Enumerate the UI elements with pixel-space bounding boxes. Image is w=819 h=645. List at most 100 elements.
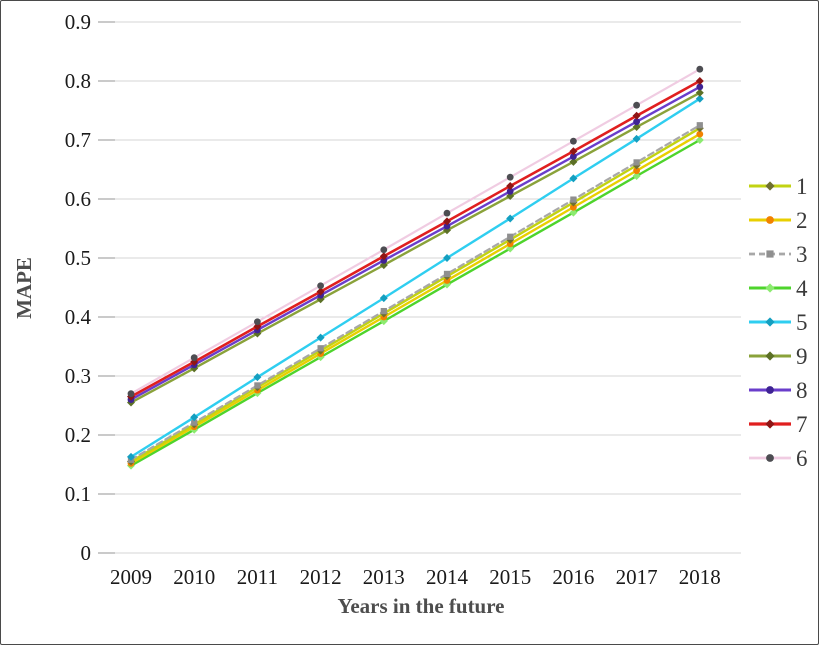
data-point-marker xyxy=(632,134,641,143)
data-point-marker xyxy=(766,386,774,394)
x-tick-label: 2018 xyxy=(679,565,721,589)
data-point-marker xyxy=(632,123,641,132)
series-layer xyxy=(127,65,704,470)
data-point-marker xyxy=(506,214,515,223)
series-line-3 xyxy=(129,124,701,461)
x-tick-label: 2010 xyxy=(173,565,215,589)
series-line-4 xyxy=(129,138,701,467)
legend-item-3[interactable]: 3 xyxy=(749,242,808,267)
legend-item-2[interactable]: 2 xyxy=(749,208,808,233)
series-line-2 xyxy=(129,132,701,465)
legend-label: 2 xyxy=(796,208,808,233)
data-point-marker xyxy=(507,233,514,240)
legend-item-4[interactable]: 4 xyxy=(749,276,808,301)
data-point-marker xyxy=(633,101,640,109)
x-tick-label: 2017 xyxy=(616,565,658,589)
data-point-marker xyxy=(254,382,261,389)
data-point-marker xyxy=(633,118,640,126)
legend-item-8[interactable]: 8 xyxy=(749,378,808,403)
data-point-marker xyxy=(570,196,577,203)
series-6 xyxy=(127,65,704,398)
data-point-marker xyxy=(765,419,775,429)
y-tick-label: 0.5 xyxy=(65,246,91,270)
series-line-5 xyxy=(129,97,701,459)
data-point-marker xyxy=(506,182,515,191)
data-point-marker xyxy=(254,318,261,326)
legend: 1 2 3 4 5 9 8 7 6 xyxy=(749,174,808,471)
data-point-marker xyxy=(569,157,578,166)
data-point-marker xyxy=(316,333,325,342)
data-point-marker xyxy=(570,203,577,211)
data-point-marker xyxy=(380,307,387,315)
y-tick-label: 0.6 xyxy=(65,187,91,211)
y-tick-label: 0.9 xyxy=(65,10,91,34)
data-point-marker xyxy=(506,187,514,195)
legend-item-9[interactable]: 9 xyxy=(749,344,808,369)
data-point-marker xyxy=(632,111,641,120)
data-point-marker xyxy=(443,222,451,230)
series-4 xyxy=(127,136,704,470)
x-tick-label: 2011 xyxy=(237,565,278,589)
x-tick-label: 2015 xyxy=(489,565,531,589)
data-point-marker xyxy=(127,390,135,398)
legend-label: 1 xyxy=(796,174,808,199)
data-point-marker xyxy=(379,294,388,303)
series-line-9 xyxy=(129,91,701,404)
series-7 xyxy=(127,77,704,401)
y-axis-title: MAPE xyxy=(12,257,36,319)
data-point-marker xyxy=(766,250,774,258)
data-point-marker xyxy=(569,174,578,183)
y-tick-label: 0.2 xyxy=(65,423,91,447)
y-tick-label: 0 xyxy=(81,541,92,565)
data-point-marker xyxy=(695,77,704,85)
data-point-marker xyxy=(317,345,324,352)
series-line-8 xyxy=(129,85,701,401)
data-point-marker xyxy=(380,246,388,254)
data-point-marker xyxy=(506,240,514,248)
data-point-marker xyxy=(765,283,775,293)
data-point-marker xyxy=(695,136,704,144)
x-tick-label: 2016 xyxy=(552,565,594,589)
series-9 xyxy=(127,88,704,407)
legend-item-5[interactable]: 5 xyxy=(749,310,808,335)
y-tick-label: 0.1 xyxy=(65,482,91,506)
data-point-marker xyxy=(443,209,451,217)
data-point-marker xyxy=(506,173,514,181)
data-point-marker xyxy=(191,419,198,426)
data-point-marker xyxy=(443,254,451,262)
data-point-marker xyxy=(766,454,774,462)
data-point-marker xyxy=(695,94,704,103)
legend-item-6[interactable]: 6 xyxy=(749,446,808,471)
data-point-marker xyxy=(765,181,775,191)
data-point-marker xyxy=(765,351,775,361)
data-point-marker xyxy=(632,171,641,180)
legend-label: 8 xyxy=(796,378,808,403)
data-point-marker xyxy=(190,413,199,422)
legend-item-7[interactable]: 7 xyxy=(749,412,808,437)
legend-item-1[interactable]: 1 xyxy=(749,174,808,199)
legend-label: 4 xyxy=(796,276,808,301)
data-point-marker xyxy=(190,354,198,362)
y-tick-label: 0.7 xyxy=(65,128,91,152)
data-point-marker xyxy=(633,167,640,175)
data-point-marker xyxy=(695,88,704,97)
series-1 xyxy=(127,124,704,466)
data-point-marker xyxy=(696,83,704,91)
data-point-marker xyxy=(570,153,577,160)
series-3 xyxy=(127,122,703,463)
data-point-marker xyxy=(569,147,578,156)
legend-label: 7 xyxy=(796,412,808,437)
series-2 xyxy=(127,130,704,467)
data-point-marker xyxy=(443,217,451,226)
series-line-6 xyxy=(129,68,701,395)
data-point-marker xyxy=(127,452,135,461)
data-point-marker xyxy=(569,208,578,217)
data-point-marker xyxy=(633,159,640,166)
data-point-marker xyxy=(317,282,324,290)
x-tick-label: 2013 xyxy=(363,565,405,589)
series-8 xyxy=(127,83,704,403)
legend-label: 9 xyxy=(796,344,808,369)
data-point-marker xyxy=(570,137,577,145)
